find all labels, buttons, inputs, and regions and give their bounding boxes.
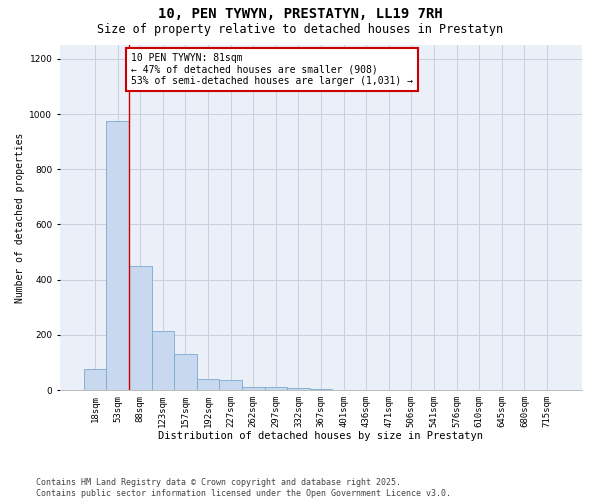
Bar [152,330,174,390]
Text: Contains HM Land Registry data © Crown copyright and database right 2025.
Contai: Contains HM Land Registry data © Crown c… [36,478,451,498]
X-axis label: Distribution of detached houses by size in Prestatyn: Distribution of detached houses by size … [158,432,484,442]
Bar [265,386,287,390]
Bar [174,354,197,390]
Bar [84,370,106,390]
Text: Size of property relative to detached houses in Prestatyn: Size of property relative to detached ho… [97,22,503,36]
Text: 10 PEN TYWYN: 81sqm
← 47% of detached houses are smaller (908)
53% of semi-detac: 10 PEN TYWYN: 81sqm ← 47% of detached ho… [131,54,413,86]
Bar [287,388,310,390]
Bar [242,386,265,390]
Bar [129,266,152,390]
Text: 10, PEN TYWYN, PRESTATYN, LL19 7RH: 10, PEN TYWYN, PRESTATYN, LL19 7RH [158,8,442,22]
Bar [106,121,129,390]
Y-axis label: Number of detached properties: Number of detached properties [15,132,25,302]
Bar [197,379,220,390]
Bar [220,380,242,390]
